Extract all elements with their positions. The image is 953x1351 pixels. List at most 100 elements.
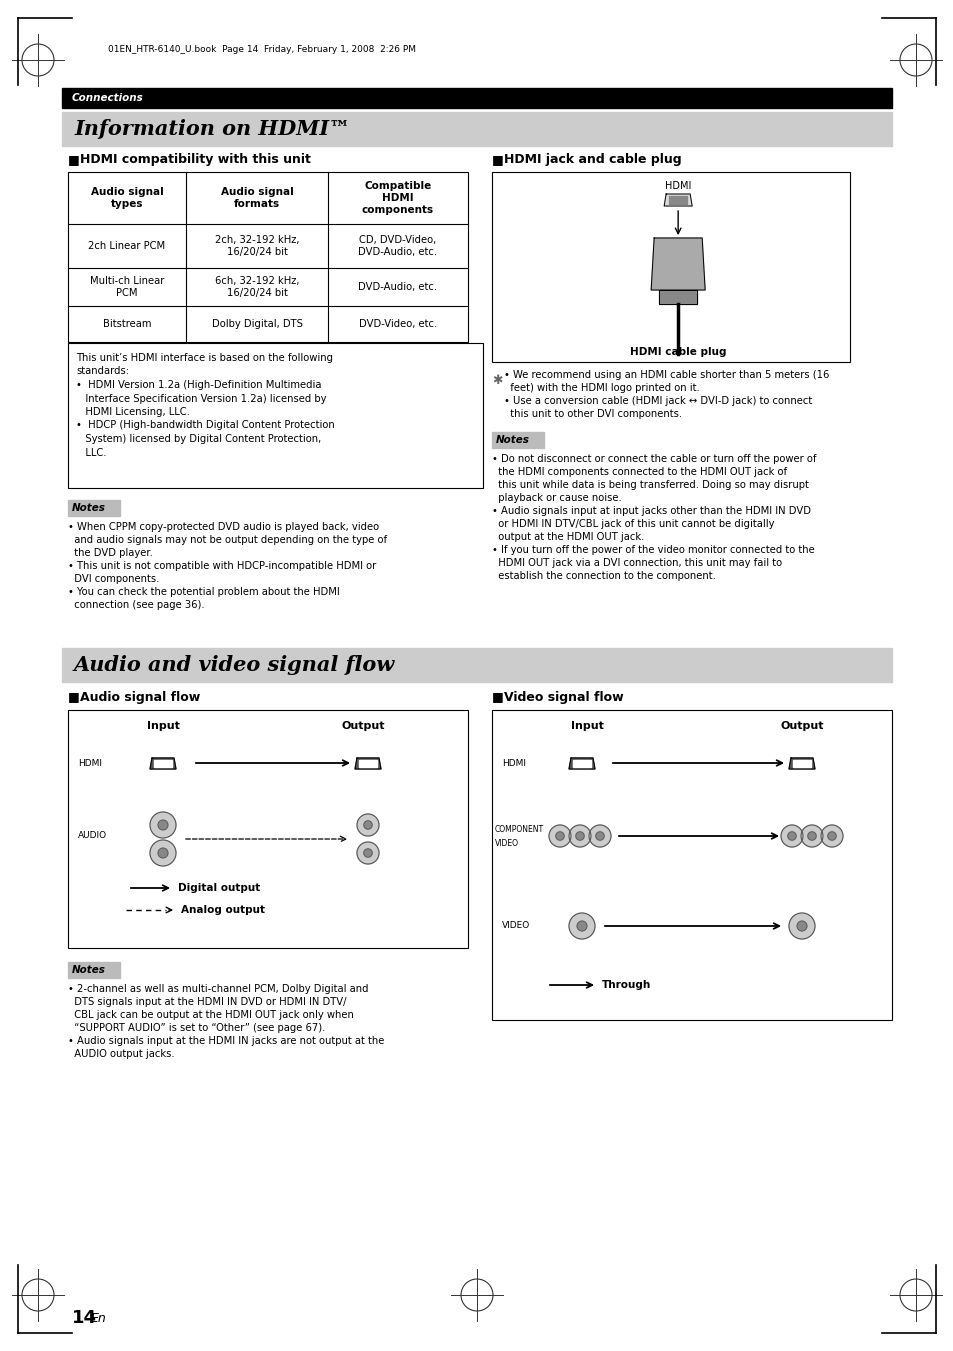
Text: HDMI Licensing, LLC.: HDMI Licensing, LLC. — [76, 407, 190, 417]
Text: • Do not disconnect or connect the cable or turn off the power of: • Do not disconnect or connect the cable… — [492, 454, 816, 463]
Circle shape — [807, 832, 816, 840]
Polygon shape — [788, 758, 814, 769]
Text: Audio and video signal flow: Audio and video signal flow — [74, 655, 395, 676]
Text: HDMI cable plug: HDMI cable plug — [629, 347, 725, 357]
Text: Input: Input — [147, 721, 179, 731]
Bar — [492, 432, 543, 449]
Text: Notes: Notes — [496, 435, 529, 444]
Text: • We recommend using an HDMI cable shorter than 5 meters (16: • We recommend using an HDMI cable short… — [503, 370, 828, 380]
Text: • When CPPM copy-protected DVD audio is played back, video: • When CPPM copy-protected DVD audio is … — [68, 521, 378, 532]
Text: •  HDCP (High-bandwidth Digital Content Protection: • HDCP (High-bandwidth Digital Content P… — [76, 420, 335, 431]
Circle shape — [158, 820, 168, 830]
Bar — [68, 343, 482, 488]
Text: ■: ■ — [68, 154, 80, 166]
Text: Digital output: Digital output — [178, 884, 260, 893]
Text: Interface Specification Version 1.2a) licensed by: Interface Specification Version 1.2a) li… — [76, 393, 326, 404]
Text: Audio signal flow: Audio signal flow — [80, 690, 200, 704]
Bar — [68, 711, 468, 948]
Circle shape — [568, 913, 595, 939]
Text: •  HDMI Version 1.2a (High-Definition Multimedia: • HDMI Version 1.2a (High-Definition Mul… — [76, 380, 321, 390]
Text: ■: ■ — [492, 154, 503, 166]
Text: connection (see page 36).: connection (see page 36). — [68, 600, 204, 611]
Text: DVD-Video, etc.: DVD-Video, etc. — [358, 319, 436, 330]
Circle shape — [796, 921, 806, 931]
Text: This unit’s HDMI interface is based on the following: This unit’s HDMI interface is based on t… — [76, 353, 333, 363]
Polygon shape — [668, 196, 686, 204]
Polygon shape — [150, 758, 175, 769]
Text: • 2-channel as well as multi-channel PCM, Dolby Digital and: • 2-channel as well as multi-channel PCM… — [68, 984, 368, 994]
Text: ✱: ✱ — [492, 374, 502, 386]
Text: this unit to other DVI components.: this unit to other DVI components. — [503, 409, 681, 419]
Polygon shape — [792, 761, 810, 767]
Circle shape — [577, 921, 586, 931]
Bar — [62, 112, 891, 146]
Polygon shape — [568, 758, 595, 769]
Circle shape — [596, 832, 603, 840]
Circle shape — [787, 832, 796, 840]
Circle shape — [588, 825, 610, 847]
Text: 2ch, 32-192 kHz,
16/20/24 bit: 2ch, 32-192 kHz, 16/20/24 bit — [214, 235, 299, 257]
Text: VIDEO: VIDEO — [501, 921, 530, 931]
Circle shape — [363, 821, 372, 830]
Text: Video signal flow: Video signal flow — [503, 690, 623, 704]
Text: AUDIO output jacks.: AUDIO output jacks. — [68, 1048, 174, 1059]
Text: DTS signals input at the HDMI IN DVD or HDMI IN DTV/: DTS signals input at the HDMI IN DVD or … — [68, 997, 346, 1006]
Text: CBL jack can be output at the HDMI OUT jack only when: CBL jack can be output at the HDMI OUT j… — [68, 1011, 354, 1020]
Circle shape — [576, 832, 583, 840]
Bar — [492, 711, 891, 1020]
Circle shape — [556, 832, 563, 840]
Bar — [68, 962, 120, 978]
Circle shape — [158, 848, 168, 858]
Text: HDMI compatibility with this unit: HDMI compatibility with this unit — [80, 154, 311, 166]
Text: • You can check the potential problem about the HDMI: • You can check the potential problem ab… — [68, 586, 339, 597]
Text: Connections: Connections — [71, 93, 144, 103]
Text: “SUPPORT AUDIO” is set to “Other” (see page 67).: “SUPPORT AUDIO” is set to “Other” (see p… — [68, 1023, 325, 1034]
Text: feet) with the HDMI logo printed on it.: feet) with the HDMI logo printed on it. — [503, 382, 699, 393]
Text: Multi-ch Linear
PCM: Multi-ch Linear PCM — [90, 276, 164, 299]
Text: Audio signal
formats: Audio signal formats — [220, 186, 294, 209]
Text: the DVD player.: the DVD player. — [68, 549, 152, 558]
Text: Input: Input — [570, 721, 603, 731]
Text: output at the HDMI OUT jack.: output at the HDMI OUT jack. — [492, 532, 643, 542]
Text: Dolby Digital, DTS: Dolby Digital, DTS — [212, 319, 302, 330]
Bar — [492, 172, 849, 362]
Text: Information on HDMI™: Information on HDMI™ — [74, 119, 350, 139]
Text: VIDEO: VIDEO — [495, 839, 518, 847]
Circle shape — [150, 840, 175, 866]
Bar — [68, 172, 468, 342]
Text: DVI components.: DVI components. — [68, 574, 159, 584]
Text: HDMI: HDMI — [78, 758, 102, 767]
Text: or HDMI IN DTV/CBL jack of this unit cannot be digitally: or HDMI IN DTV/CBL jack of this unit can… — [492, 519, 774, 530]
Text: establish the connection to the component.: establish the connection to the componen… — [492, 571, 715, 581]
Polygon shape — [153, 761, 172, 767]
Text: Through: Through — [601, 979, 651, 990]
Text: ■: ■ — [492, 690, 503, 704]
Circle shape — [568, 825, 590, 847]
Text: • Audio signals input at the HDMI IN jacks are not output at the: • Audio signals input at the HDMI IN jac… — [68, 1036, 384, 1046]
Bar — [68, 500, 120, 516]
Text: HDMI OUT jack via a DVI connection, this unit may fail to: HDMI OUT jack via a DVI connection, this… — [492, 558, 781, 567]
Circle shape — [788, 913, 814, 939]
Circle shape — [821, 825, 842, 847]
Text: En: En — [91, 1312, 107, 1324]
Circle shape — [781, 825, 802, 847]
Text: ■: ■ — [68, 690, 80, 704]
Polygon shape — [663, 195, 692, 205]
Text: System) licensed by Digital Content Protection,: System) licensed by Digital Content Prot… — [76, 434, 321, 444]
Text: LLC.: LLC. — [76, 447, 107, 458]
Text: Notes: Notes — [71, 965, 106, 975]
Polygon shape — [659, 290, 697, 304]
Text: this unit while data is being transferred. Doing so may disrupt: this unit while data is being transferre… — [492, 480, 808, 490]
Text: • Audio signals input at input jacks other than the HDMI IN DVD: • Audio signals input at input jacks oth… — [492, 507, 810, 516]
Text: 14: 14 — [71, 1309, 97, 1327]
Text: • Use a conversion cable (HDMI jack ↔ DVI-D jack) to connect: • Use a conversion cable (HDMI jack ↔ DV… — [503, 396, 811, 407]
Text: 2ch Linear PCM: 2ch Linear PCM — [89, 240, 166, 251]
Text: 01EN_HTR-6140_U.book  Page 14  Friday, February 1, 2008  2:26 PM: 01EN_HTR-6140_U.book Page 14 Friday, Feb… — [108, 46, 416, 54]
Text: Output: Output — [780, 721, 822, 731]
Text: Notes: Notes — [71, 503, 106, 513]
Polygon shape — [573, 761, 590, 767]
Text: Audio signal
types: Audio signal types — [91, 186, 163, 209]
Text: Compatible
HDMI
components: Compatible HDMI components — [361, 181, 434, 215]
Circle shape — [356, 815, 378, 836]
Circle shape — [356, 842, 378, 865]
